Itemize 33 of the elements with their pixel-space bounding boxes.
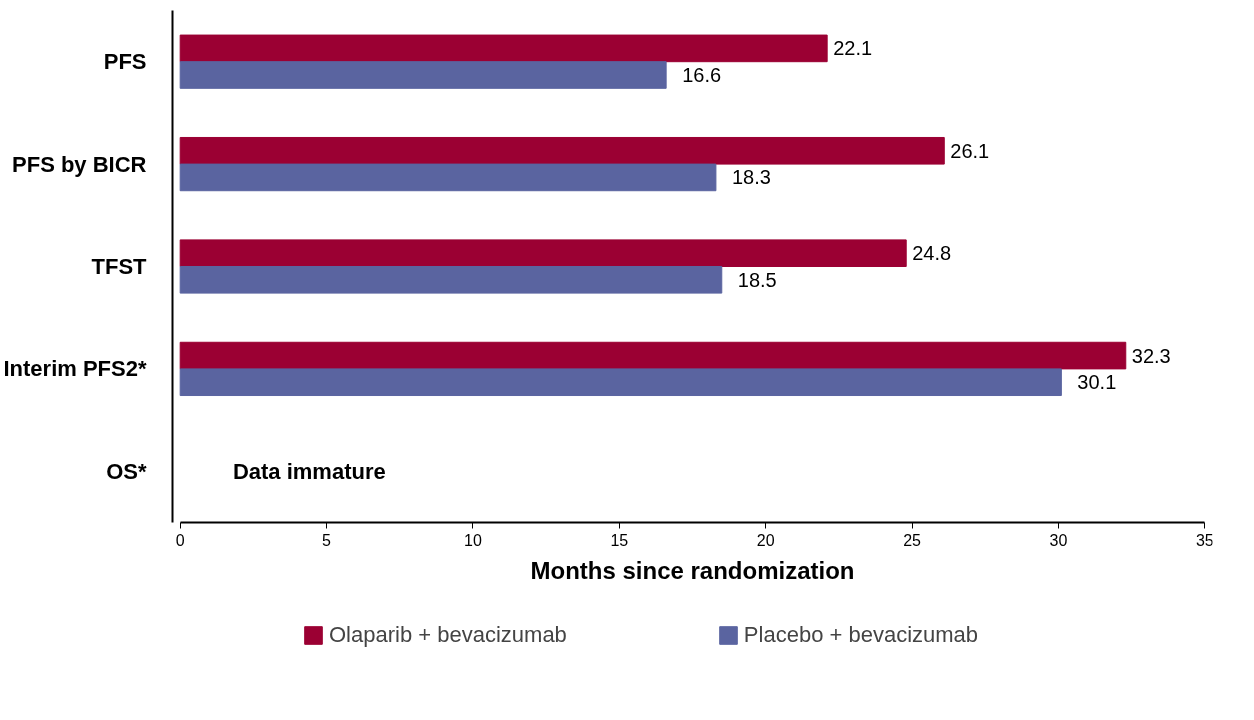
bar xyxy=(179,239,907,267)
data-label: 18.5 xyxy=(737,268,777,291)
data-label: 18.3 xyxy=(731,166,771,189)
x-axis-title: Months since randomization xyxy=(530,556,855,584)
legend-label: Placebo + bevacizumab xyxy=(743,622,979,648)
legend-label: Olaparib + bevacizumab xyxy=(329,622,567,648)
y-tick-label: PFS by BICR xyxy=(12,151,147,177)
data-label: 16.6 xyxy=(682,64,722,87)
data-label: 32.3 xyxy=(1131,344,1171,367)
x-tick-label: 10 xyxy=(464,531,482,549)
x-tick-label: 20 xyxy=(756,531,775,549)
y-tick-label: OS* xyxy=(106,458,147,484)
bar xyxy=(179,368,1062,397)
annotation: Data immature xyxy=(232,458,386,484)
x-tick-label: 25 xyxy=(903,531,922,549)
x-tick-label: 5 xyxy=(322,531,332,549)
bar xyxy=(179,266,723,294)
y-tick-label: PFS xyxy=(103,49,147,75)
data-label: 30.1 xyxy=(1077,371,1117,394)
data-label: 26.1 xyxy=(950,139,990,162)
bar xyxy=(179,61,667,89)
x-tick-label: 35 xyxy=(1195,531,1214,549)
bar xyxy=(179,163,717,192)
x-tick-label: 30 xyxy=(1049,531,1068,549)
bar xyxy=(179,34,828,63)
data-label: 24.8 xyxy=(912,242,952,265)
y-tick-label: Interim PFS2* xyxy=(3,356,147,382)
bar xyxy=(179,341,1127,370)
x-tick-label: 15 xyxy=(610,531,629,549)
bar xyxy=(179,136,945,165)
data-label: 22.1 xyxy=(833,37,873,60)
x-tick-label: 0 xyxy=(175,531,185,549)
y-tick-label: TFST xyxy=(91,254,148,279)
